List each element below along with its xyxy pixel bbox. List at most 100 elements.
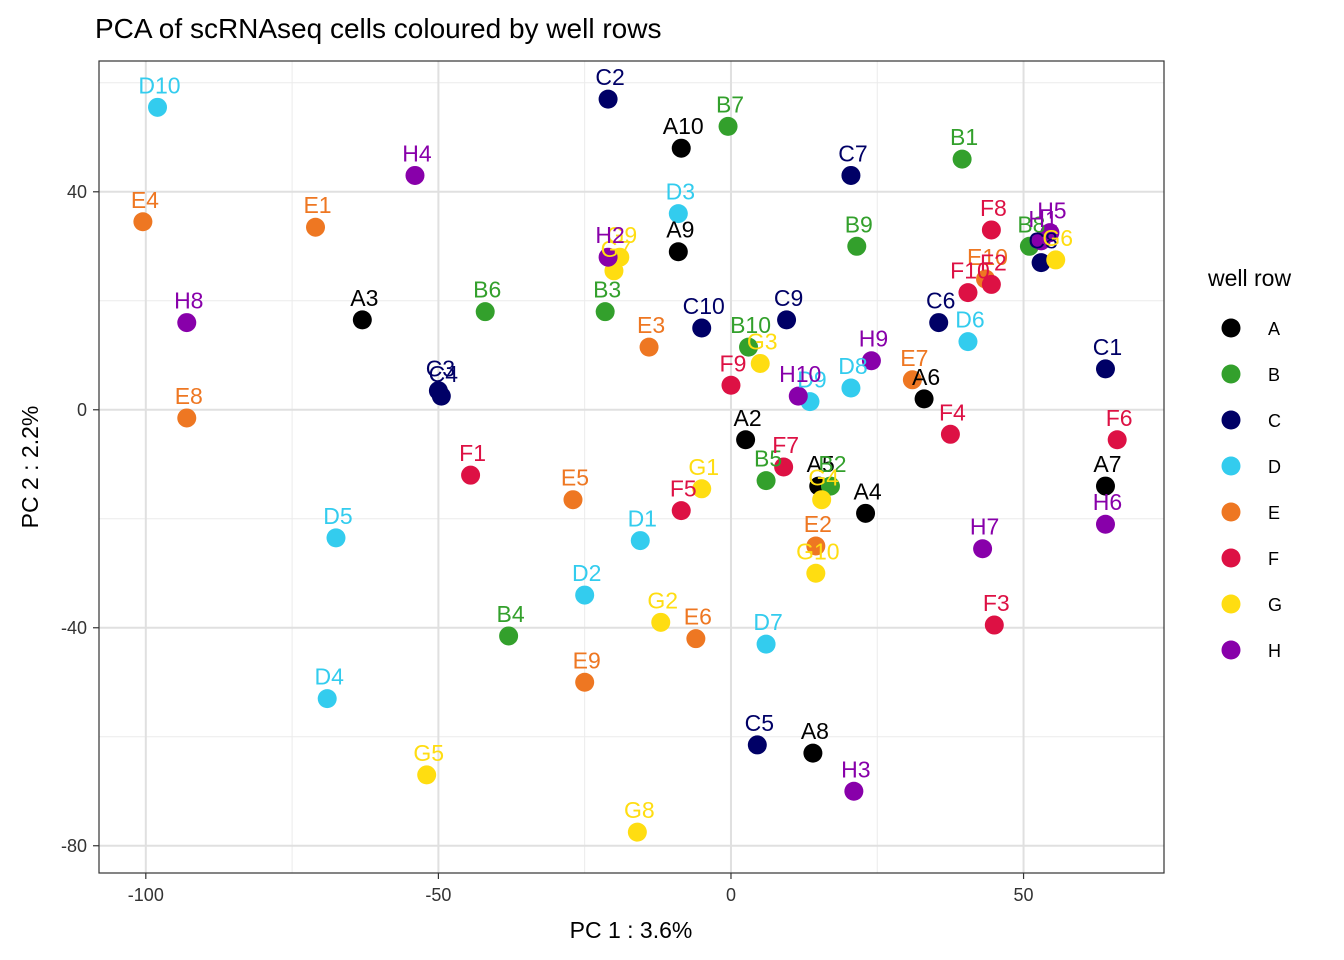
point-G10 bbox=[806, 563, 826, 583]
point-E9 bbox=[575, 672, 595, 692]
point-B1 bbox=[952, 149, 972, 169]
point-label-F4: F4 bbox=[939, 399, 966, 425]
plot-background bbox=[99, 61, 1164, 873]
point-label-G8: G8 bbox=[624, 797, 655, 823]
point-label-F6: F6 bbox=[1106, 405, 1133, 431]
legend-label-F: F bbox=[1268, 549, 1279, 569]
point-label-D6: D6 bbox=[955, 307, 984, 333]
point-label-E7: E7 bbox=[900, 345, 928, 371]
point-label-E2: E2 bbox=[804, 511, 832, 537]
point-F3 bbox=[984, 615, 1004, 635]
point-label-F8: F8 bbox=[980, 195, 1007, 221]
point-H5 bbox=[1040, 223, 1060, 243]
point-H8 bbox=[177, 313, 197, 333]
point-G1 bbox=[692, 479, 712, 499]
point-label-D5: D5 bbox=[323, 503, 352, 529]
point-label-B10: B10 bbox=[730, 312, 771, 338]
point-label-A7: A7 bbox=[1093, 451, 1121, 477]
point-label-B1: B1 bbox=[950, 124, 978, 150]
point-D6 bbox=[958, 332, 978, 352]
point-F5 bbox=[671, 501, 691, 521]
point-label-E3: E3 bbox=[637, 312, 665, 338]
legend-label-D: D bbox=[1268, 457, 1281, 477]
legend-key-D bbox=[1221, 456, 1241, 476]
point-label-C7: C7 bbox=[838, 140, 867, 166]
point-B5 bbox=[756, 471, 776, 491]
point-label-C10: C10 bbox=[683, 293, 725, 319]
x-tick-label: 50 bbox=[1014, 885, 1034, 905]
legend-label-B: B bbox=[1268, 365, 1280, 385]
point-F2 bbox=[981, 274, 1001, 294]
point-C8 bbox=[1031, 253, 1051, 273]
x-axis-ticks: -100 -50 0 50 bbox=[128, 873, 1034, 905]
point-F8 bbox=[981, 220, 1001, 240]
point-label-A5: A5 bbox=[807, 451, 835, 477]
point-label-H6: H6 bbox=[1093, 489, 1122, 515]
point-label-F5: F5 bbox=[670, 476, 697, 502]
legend-key-F bbox=[1221, 548, 1241, 568]
point-label-G2: G2 bbox=[647, 587, 678, 613]
legend-label-H: H bbox=[1268, 641, 1281, 661]
point-label-B3: B3 bbox=[593, 277, 621, 303]
point-G4 bbox=[812, 490, 832, 510]
point-label-G4: G4 bbox=[808, 465, 839, 491]
point-H3 bbox=[844, 781, 864, 801]
point-E5 bbox=[563, 490, 583, 510]
point-H9 bbox=[861, 351, 881, 371]
point-E8 bbox=[177, 408, 197, 428]
plot-border bbox=[98, 60, 1165, 874]
point-label-D1: D1 bbox=[628, 506, 657, 532]
point-label-F2: F2 bbox=[980, 249, 1007, 275]
point-H2 bbox=[598, 247, 618, 267]
x-tick-label: 0 bbox=[726, 885, 736, 905]
point-B10 bbox=[739, 337, 759, 357]
point-labels: A2 A3 A4 A5 A6 A7 A8 A9 A10 B1 B2 B3 B4 B5 B6 B7 B8 B9 B10… bbox=[131, 64, 1133, 823]
legend-key-B bbox=[1221, 364, 1241, 384]
point-F7 bbox=[774, 457, 794, 477]
point-label-H2: H2 bbox=[595, 222, 624, 248]
point-label-H10: H10 bbox=[779, 361, 821, 387]
data-points bbox=[133, 89, 1127, 842]
point-B4 bbox=[499, 626, 519, 646]
point-E2 bbox=[806, 536, 826, 556]
point-H10 bbox=[788, 386, 808, 406]
point-label-C6: C6 bbox=[926, 288, 955, 314]
point-label-C3: C3 bbox=[426, 356, 455, 382]
point-A9 bbox=[668, 242, 688, 262]
point-label-D4: D4 bbox=[315, 664, 345, 690]
point-D10 bbox=[148, 97, 168, 117]
point-F1 bbox=[461, 465, 481, 485]
point-label-A10: A10 bbox=[663, 113, 704, 139]
point-label-H3: H3 bbox=[841, 756, 870, 782]
point-label-B4: B4 bbox=[497, 601, 525, 627]
point-G5 bbox=[417, 765, 437, 785]
y-tick-label: -40 bbox=[61, 618, 87, 638]
point-label-D2: D2 bbox=[572, 560, 601, 586]
point-label-B9: B9 bbox=[845, 211, 873, 237]
point-C9 bbox=[777, 310, 797, 330]
point-label-H8: H8 bbox=[174, 288, 203, 314]
y-tick-label: 40 bbox=[67, 182, 87, 202]
point-label-C2: C2 bbox=[595, 64, 624, 90]
point-E6 bbox=[686, 629, 706, 649]
y-tick-label: -80 bbox=[61, 836, 87, 856]
point-label-C9: C9 bbox=[774, 285, 803, 311]
point-F9 bbox=[721, 375, 741, 395]
point-label-G7: G7 bbox=[601, 236, 632, 262]
point-A4 bbox=[856, 503, 876, 523]
point-label-E1: E1 bbox=[303, 192, 331, 218]
legend-key-A bbox=[1221, 318, 1241, 338]
point-label-H7: H7 bbox=[970, 514, 999, 540]
point-label-B2: B2 bbox=[818, 451, 846, 477]
point-label-F7: F7 bbox=[772, 432, 799, 458]
legend-key-C bbox=[1221, 410, 1241, 430]
point-G8 bbox=[627, 822, 647, 842]
point-label-D10: D10 bbox=[138, 72, 180, 98]
legend-label-C: C bbox=[1268, 411, 1281, 431]
point-label-H4: H4 bbox=[402, 140, 432, 166]
legend-label-E: E bbox=[1268, 503, 1280, 523]
point-B2 bbox=[820, 476, 840, 496]
point-A10 bbox=[671, 138, 691, 158]
point-label-E8: E8 bbox=[175, 383, 203, 409]
